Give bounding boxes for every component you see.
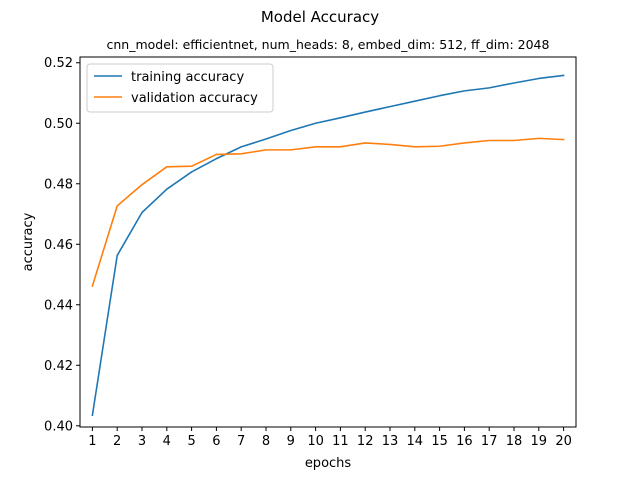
x-tick-label: 7 (237, 434, 245, 449)
x-tick-label: 5 (187, 434, 195, 449)
x-tick-label: 15 (431, 434, 448, 449)
chart-title: Model Accuracy (261, 8, 379, 26)
y-tick-label: 0.42 (44, 359, 73, 374)
y-axis: 0.40 0.42 0.44 0.46 0.48 0.50 0.52 (44, 56, 80, 434)
x-axis: 1 2 3 4 5 6 7 8 9 10 11 12 13 14 15 16 17 18 19 20 (88, 427, 572, 449)
x-axis-label: epochs (305, 456, 352, 471)
chart-subtitle: cnn_model: efficientnet, num_heads: 8, e… (107, 37, 550, 52)
x-tick-label: 10 (307, 434, 324, 449)
x-tick-label: 20 (555, 434, 572, 449)
legend-label-training: training accuracy (131, 70, 244, 85)
legend: training accuracy validation accuracy (86, 63, 274, 113)
x-tick-label: 1 (88, 434, 96, 449)
x-tick-label: 3 (138, 434, 146, 449)
x-tick-label: 16 (456, 434, 473, 449)
x-tick-label: 2 (113, 434, 121, 449)
x-tick-label: 18 (506, 434, 523, 449)
y-tick-label: 0.46 (44, 238, 73, 253)
y-tick-label: 0.50 (44, 117, 73, 132)
x-tick-label: 12 (357, 434, 374, 449)
series-line-validation (91, 137, 565, 288)
legend-box (86, 63, 274, 113)
x-tick-label: 17 (481, 434, 498, 449)
x-tick-label: 13 (382, 434, 399, 449)
series-line-training (91, 74, 565, 417)
legend-label-validation: validation accuracy (131, 91, 258, 106)
x-tick-label: 14 (407, 434, 424, 449)
x-tick-label: 9 (287, 434, 295, 449)
y-axis-label: accuracy (21, 212, 36, 271)
y-tick-label: 0.48 (44, 177, 73, 192)
y-tick-label: 0.40 (44, 419, 73, 434)
x-tick-label: 11 (332, 434, 349, 449)
series-layer (91, 74, 565, 417)
y-tick-label: 0.44 (44, 298, 73, 313)
x-tick-label: 19 (531, 434, 548, 449)
x-tick-label: 8 (262, 434, 270, 449)
plot-area-frame (79, 56, 577, 428)
y-tick-label: 0.52 (44, 56, 73, 71)
x-tick-label: 4 (163, 434, 171, 449)
x-tick-label: 6 (212, 434, 220, 449)
